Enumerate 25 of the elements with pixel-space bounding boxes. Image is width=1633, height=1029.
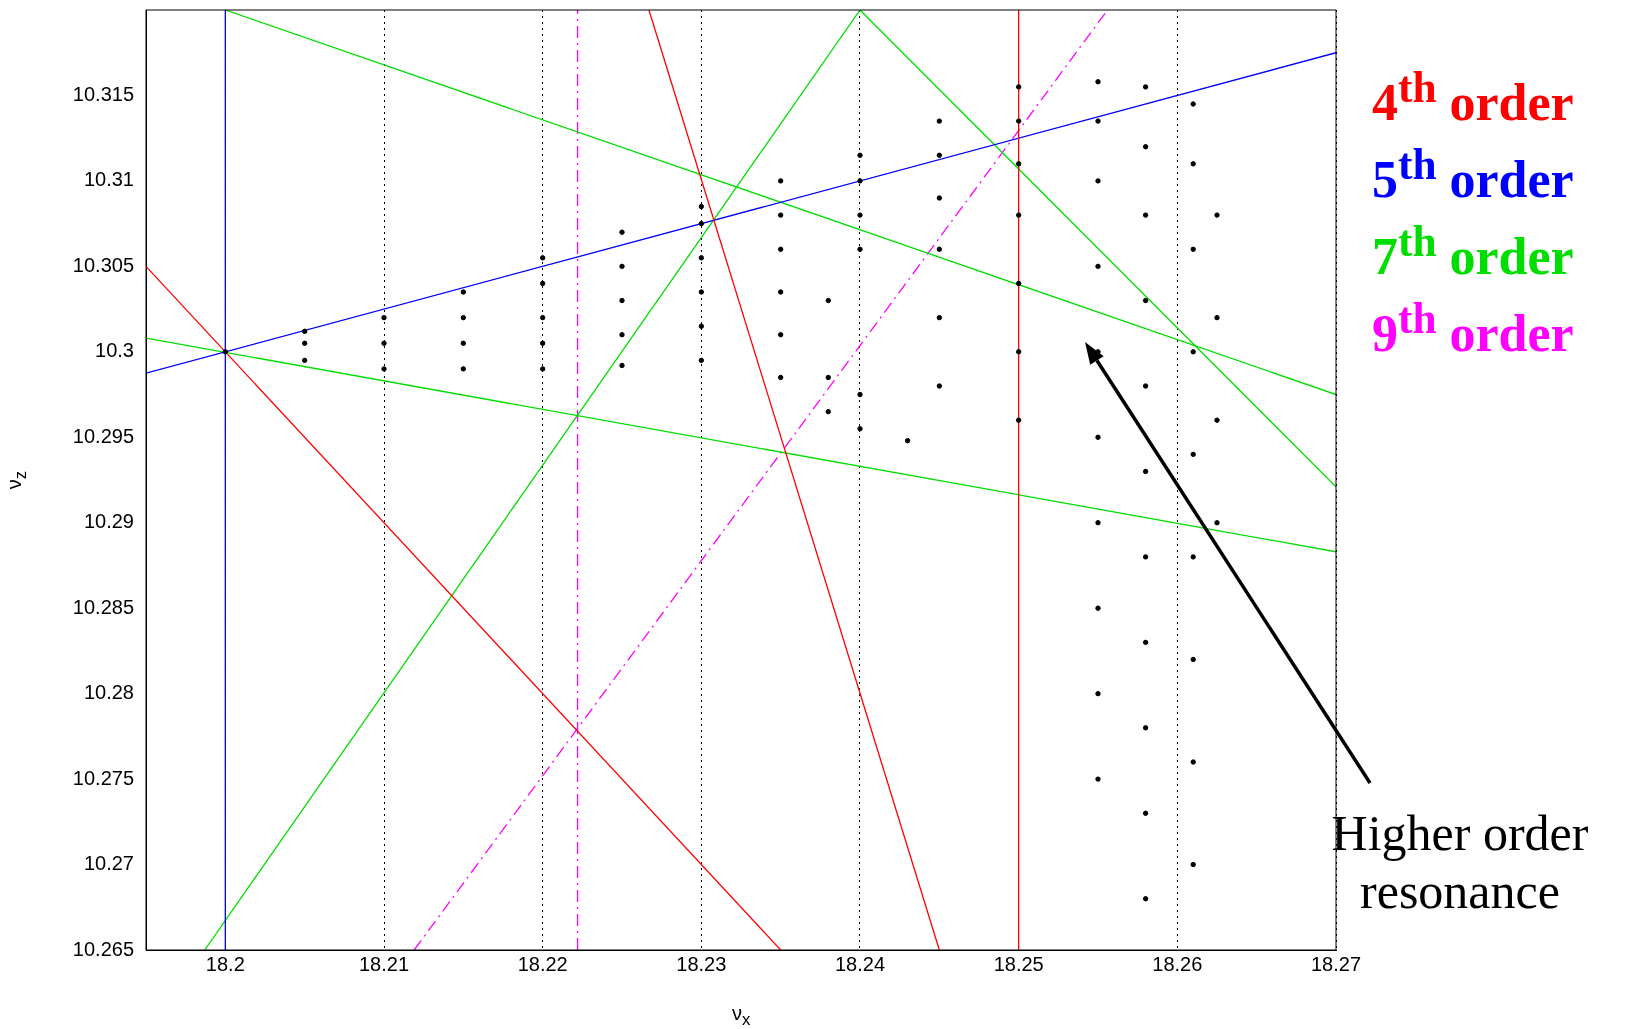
y-tick-label: 10.275 [72, 766, 134, 789]
y-tick-label: 10.315 [72, 82, 134, 105]
y-tick-label: 10.295 [72, 424, 134, 447]
x-tick-label: 18.25 [993, 952, 1044, 975]
x-tick-label: 18.27 [1310, 952, 1362, 975]
y-tick-label: 10.27 [83, 852, 134, 875]
x-tick-label: 18.2 [205, 952, 245, 975]
text: 7$^{th}$ order [1372, 216, 1574, 287]
x-axis-title: ν$_{x}$ [732, 1002, 751, 1029]
x-tick-label: 18.22 [517, 952, 568, 975]
y-tick-label: 10.285 [72, 595, 134, 618]
x-tick-label: 18.23 [676, 952, 727, 975]
annotation: Higher order resonance [1330, 805, 1590, 920]
x-tick-label: 18.26 [1152, 952, 1203, 975]
x-tick-label: 18.24 [834, 952, 886, 975]
y-tick-label: 10.31 [83, 168, 134, 191]
text: 9$^{th}$ order [1372, 293, 1574, 364]
y-tick-label: 10.305 [72, 253, 134, 276]
y-tick-label: 10.265 [72, 937, 134, 960]
y-tick-label: 10.29 [83, 510, 134, 533]
text: 4$^{th}$ order [1372, 62, 1574, 133]
text: 5$^{th}$ order [1372, 139, 1574, 210]
y-tick-label: 10.3 [95, 339, 134, 362]
y-tick-label: 10.28 [83, 681, 134, 704]
x-tick-label: 18.21 [358, 952, 410, 975]
